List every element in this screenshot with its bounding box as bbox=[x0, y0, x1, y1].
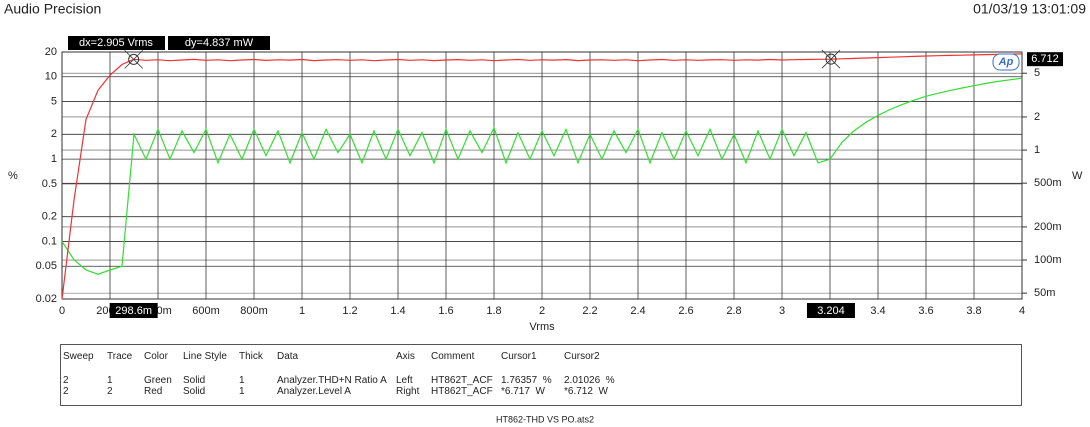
legend-table: Sweep Trace Color Line Style Thick Data Axis Co… bbox=[60, 344, 1022, 406]
table-cell: Comment bbox=[431, 351, 475, 362]
table-cell: 2 bbox=[63, 386, 69, 397]
y-tick-label: 10 bbox=[45, 71, 57, 83]
series-line bbox=[61, 77, 1023, 275]
table-cell: Thick bbox=[239, 351, 263, 362]
x-tick-label: 2.2 bbox=[582, 305, 597, 317]
table-cell: HT862T_ACF bbox=[431, 375, 493, 386]
logo-box bbox=[992, 53, 1020, 71]
cursor-readout-box bbox=[1027, 52, 1063, 67]
x-tick-label: 4 bbox=[1019, 305, 1025, 317]
y-axis-label: % bbox=[8, 170, 18, 182]
table-cell: Cursor2 bbox=[564, 351, 600, 362]
x-axis-label: Vrms bbox=[529, 321, 555, 333]
table-cell: 1 bbox=[239, 386, 245, 397]
table-cell: 1 bbox=[107, 375, 113, 386]
cursor-marker bbox=[825, 53, 837, 65]
cursor-x-label: 3.204 bbox=[817, 305, 845, 317]
timestamp: 01/03/19 13:01:09 bbox=[973, 1, 1086, 17]
y2-tick-label: 500m bbox=[1034, 177, 1062, 189]
cursor-cross bbox=[124, 50, 143, 69]
delta-x: dx=2.905 Vrms bbox=[79, 37, 153, 49]
y-tick-label: 0.05 bbox=[36, 260, 57, 272]
cursor-x-box bbox=[806, 303, 855, 318]
x-tick-label: 3.4 bbox=[870, 305, 885, 317]
logo: Ap bbox=[998, 56, 1014, 68]
series-line bbox=[61, 53, 1023, 300]
x-tick-label: 0 bbox=[59, 305, 65, 317]
delta-box bbox=[68, 36, 165, 50]
y2-axis-label: W bbox=[1072, 170, 1083, 182]
x-tick-label: 3 bbox=[779, 305, 785, 317]
table-cell: Right bbox=[396, 386, 420, 397]
y-tick-label: 5 bbox=[51, 95, 57, 107]
x-tick-label: 2 bbox=[539, 305, 545, 317]
y-tick-label: 20 bbox=[45, 46, 57, 58]
x-tick-label: 1.6 bbox=[438, 305, 453, 317]
y2-tick-label: 2 bbox=[1034, 111, 1040, 123]
y-tick-label: 0.2 bbox=[42, 211, 57, 223]
table-cell: Sweep bbox=[63, 351, 94, 362]
y2-tick-label: 1 bbox=[1034, 144, 1040, 156]
table-cell: 1.76357 % bbox=[501, 375, 552, 386]
delta-box bbox=[168, 36, 270, 50]
y2-tick-label: 5 bbox=[1034, 67, 1040, 79]
x-tick-label: 2.4 bbox=[630, 305, 645, 317]
x-tick-label: 1.4 bbox=[390, 305, 405, 317]
x-tick-label: 3.6 bbox=[918, 305, 933, 317]
x-tick-label: 600m bbox=[192, 305, 220, 317]
table-cell: Data bbox=[277, 351, 299, 362]
table-cell: 2 bbox=[63, 375, 69, 386]
table-cell: Green bbox=[144, 375, 172, 386]
table-cell: Color bbox=[144, 351, 168, 362]
table-cell: *6.717 W bbox=[501, 386, 545, 397]
table-cell: Solid bbox=[183, 386, 206, 397]
table-cell: Solid bbox=[183, 375, 206, 386]
y-tick-label: 0.1 bbox=[42, 235, 57, 247]
x-tick-label: 1 bbox=[299, 305, 305, 317]
footer: HT862-THD VS PO.ats2 bbox=[496, 414, 594, 424]
table-cell: HT862T_ACF bbox=[431, 386, 493, 397]
y-tick-label: 2 bbox=[51, 128, 57, 140]
cursor-cross bbox=[821, 49, 841, 69]
header-title: Audio Precision bbox=[4, 1, 101, 17]
table-cell: Analyzer.Level A bbox=[277, 386, 351, 397]
cursor-x-box bbox=[109, 303, 158, 318]
x-tick-label: 800m bbox=[240, 305, 268, 317]
table-cell: Left bbox=[396, 375, 413, 386]
x-tick-label: 1.2 bbox=[342, 305, 357, 317]
cursor-readout: 6.712 bbox=[1031, 53, 1059, 65]
table-cell: 1 bbox=[239, 375, 245, 386]
y2-tick-label: 100m bbox=[1034, 254, 1062, 266]
table-cell: 2 bbox=[107, 386, 113, 397]
x-tick-label: 2.8 bbox=[726, 305, 741, 317]
cursor-marker bbox=[128, 53, 140, 65]
x-tick-label: 1.8 bbox=[486, 305, 501, 317]
cursor-x-label: 298.6m bbox=[115, 305, 152, 317]
x-tick-label: 3.8 bbox=[966, 305, 981, 317]
table-cell: Axis bbox=[396, 351, 415, 362]
x-tick-label: 2.6 bbox=[678, 305, 693, 317]
table-cell: *6.712 W bbox=[564, 386, 608, 397]
table-cell: Analyzer.THD+N Ratio A bbox=[277, 375, 387, 386]
table-cell: Trace bbox=[107, 351, 133, 362]
table-cell: Red bbox=[144, 386, 163, 397]
y-tick-label: 0.02 bbox=[36, 293, 57, 305]
y2-tick-label: 200m bbox=[1034, 221, 1062, 233]
delta-y: dy=4.837 mW bbox=[185, 37, 254, 49]
grid bbox=[61, 51, 1023, 300]
table-cell: Line Style bbox=[183, 351, 227, 362]
y-tick-label: 1 bbox=[51, 153, 57, 165]
table-cell: Cursor1 bbox=[501, 351, 537, 362]
y-tick-label: 0.5 bbox=[42, 178, 57, 190]
y2-tick-label: 50m bbox=[1034, 287, 1055, 299]
table-cell: 2.01026 % bbox=[564, 375, 615, 386]
